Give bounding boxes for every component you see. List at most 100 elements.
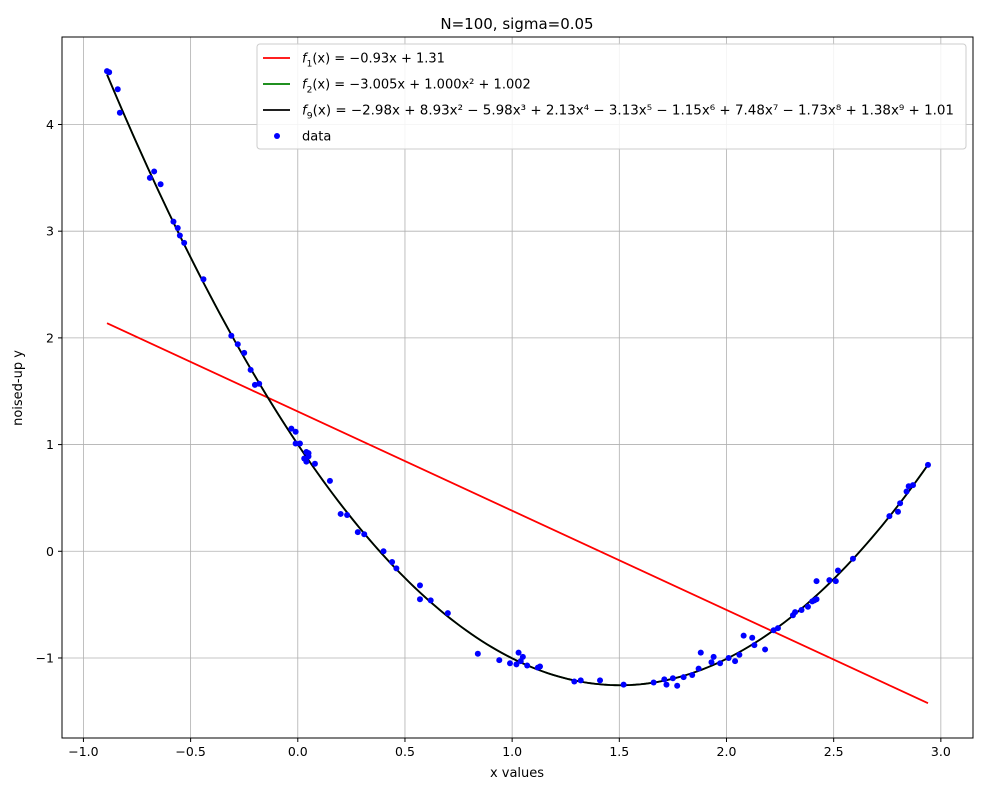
data-point <box>393 565 400 572</box>
chart-title: N=100, sigma=0.05 <box>440 15 593 33</box>
data-point <box>736 651 743 658</box>
data-point <box>200 276 207 283</box>
y-tick-label: 3 <box>46 224 54 239</box>
data-point <box>146 174 153 181</box>
series-line-1 <box>106 322 929 705</box>
data-point <box>106 69 113 76</box>
data-point <box>116 109 123 116</box>
x-tick-label: −0.5 <box>175 744 205 759</box>
data-point <box>519 653 526 660</box>
data-point <box>181 239 188 246</box>
y-tick-label: 4 <box>46 117 54 132</box>
data-point <box>710 653 717 660</box>
x-tick-label: 2.5 <box>824 744 844 759</box>
data-point <box>444 610 451 617</box>
data-point <box>663 681 670 688</box>
data-point <box>674 682 681 689</box>
data-point <box>247 366 254 373</box>
data-point <box>537 663 544 670</box>
data-point <box>897 500 904 507</box>
scatter-points <box>104 68 931 689</box>
data-point <box>296 440 303 447</box>
legend-label: f9(x) = −2.98x + 8.93x² − 5.98x³ + 2.13x… <box>302 104 954 122</box>
y-tick-label: −1 <box>36 650 54 665</box>
legend-marker-swatch <box>274 133 280 139</box>
data-point <box>597 677 604 684</box>
x-tick-label: 1.5 <box>609 744 629 759</box>
data-point <box>571 678 578 685</box>
data-point <box>305 453 312 460</box>
y-tick-label: 0 <box>46 544 54 559</box>
data-point <box>792 609 799 616</box>
data-point <box>326 477 333 484</box>
data-point <box>749 634 756 641</box>
data-point <box>577 677 584 684</box>
x-axis-ticks: −1.0 −0.5 0.0 0.5 1.0 1.5 2.0 2.5 3.0 <box>68 738 951 759</box>
data-point <box>361 531 368 538</box>
data-point <box>174 224 181 231</box>
data-point <box>344 512 351 518</box>
data-point <box>515 649 522 656</box>
data-point <box>708 659 715 666</box>
y-tick-label: 1 <box>46 437 54 452</box>
y-axis-label: noised-up y <box>11 350 26 426</box>
data-point <box>740 632 747 639</box>
data-point <box>292 440 299 447</box>
data-point <box>650 679 657 686</box>
data-point <box>416 582 423 589</box>
x-tick-label: 0.5 <box>395 744 415 759</box>
data-point <box>909 482 916 489</box>
data-point <box>886 513 893 520</box>
data-point <box>762 646 769 653</box>
data-point <box>496 657 503 664</box>
legend-label: f2(x) = −3.005x + 1.000x² + 1.002 <box>302 78 531 96</box>
data-point <box>288 425 295 432</box>
data-point <box>474 650 481 657</box>
data-point <box>176 232 183 239</box>
data-point <box>234 341 241 348</box>
data-point <box>416 596 423 603</box>
data-point <box>311 460 318 467</box>
y-axis-ticks: −1 0 1 2 3 4 <box>36 117 62 665</box>
data-point <box>832 578 839 585</box>
data-point <box>157 181 164 188</box>
data-point <box>354 529 361 536</box>
data-point <box>751 642 758 649</box>
data-point <box>732 658 739 665</box>
data-point <box>834 567 841 574</box>
data-point <box>114 86 121 93</box>
data-point <box>804 603 811 610</box>
data-point <box>695 665 702 672</box>
y-tick-label: 2 <box>46 330 54 345</box>
data-point <box>524 662 531 669</box>
x-tick-label: 3.0 <box>931 744 951 759</box>
data-point <box>813 596 820 603</box>
data-point <box>292 428 299 435</box>
data-point <box>849 555 856 562</box>
legend-box <box>256 43 967 150</box>
legend-label: f1(x) = −0.93x + 1.31 <box>302 52 445 70</box>
data-point <box>170 218 177 225</box>
data-point <box>337 510 344 517</box>
legend-label: data <box>302 130 331 145</box>
data-point <box>903 488 910 495</box>
legend: f1(x) = −0.93x + 1.31 f2(x) = −3.005x + 1… <box>256 43 967 150</box>
x-tick-label: −1.0 <box>68 744 98 759</box>
data-point <box>774 625 781 632</box>
data-point <box>620 681 627 688</box>
data-point <box>697 649 704 656</box>
data-point <box>798 606 805 613</box>
data-point <box>813 578 820 585</box>
data-point <box>894 508 901 515</box>
data-point <box>228 332 235 339</box>
data-point <box>256 380 263 387</box>
data-point <box>689 672 696 679</box>
x-tick-label: 0.0 <box>288 744 308 759</box>
data-point <box>389 558 396 565</box>
data-point <box>725 654 732 661</box>
x-tick-label: 2.0 <box>717 744 737 759</box>
x-axis-label: x values <box>490 766 544 781</box>
data-point <box>513 661 520 668</box>
data-point <box>427 597 434 604</box>
